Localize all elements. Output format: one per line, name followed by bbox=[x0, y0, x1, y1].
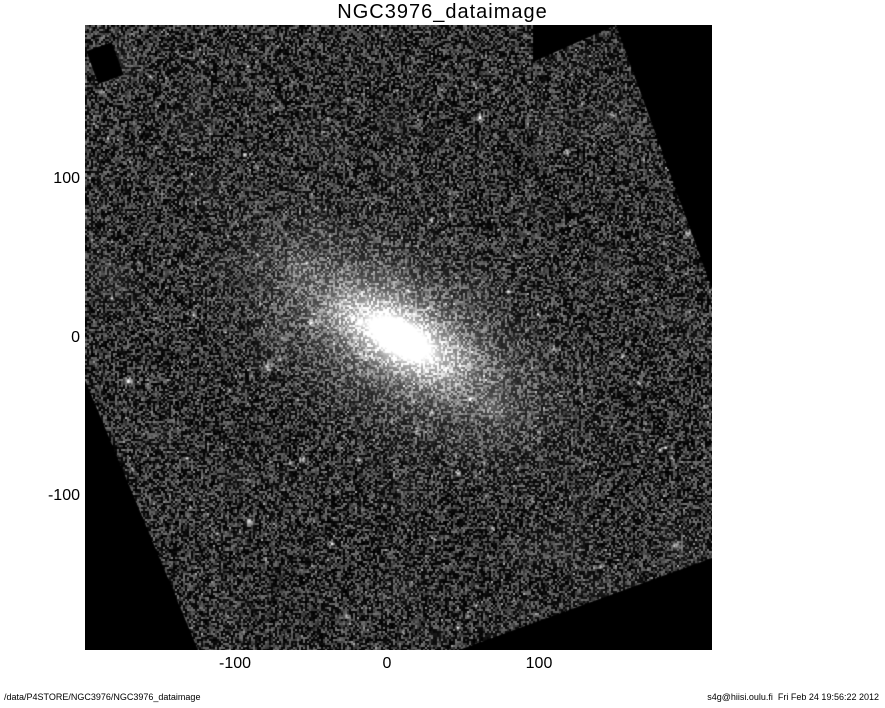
figure-title: NGC3976_dataimage bbox=[337, 1, 548, 23]
galaxy-image-canvas bbox=[85, 25, 712, 650]
plot-area bbox=[85, 25, 712, 650]
y-axis-tick-label-0: 0 bbox=[71, 329, 80, 346]
y-axis-tick-label-neg100: -100 bbox=[47, 487, 80, 504]
footer-file-path: /data/P4STORE/NGC3976/NGC3976_dataimage bbox=[4, 692, 201, 702]
x-axis-tick-label-neg100: -100 bbox=[218, 655, 252, 672]
x-axis-tick-label-100: 100 bbox=[525, 655, 553, 672]
y-axis-tick-label-100: 100 bbox=[53, 170, 80, 187]
footer-credit-timestamp: s4g@hiisi.oulu.fi Fri Feb 24 19:56:22 20… bbox=[707, 692, 879, 702]
x-axis-tick-label-0: 0 bbox=[382, 655, 392, 672]
